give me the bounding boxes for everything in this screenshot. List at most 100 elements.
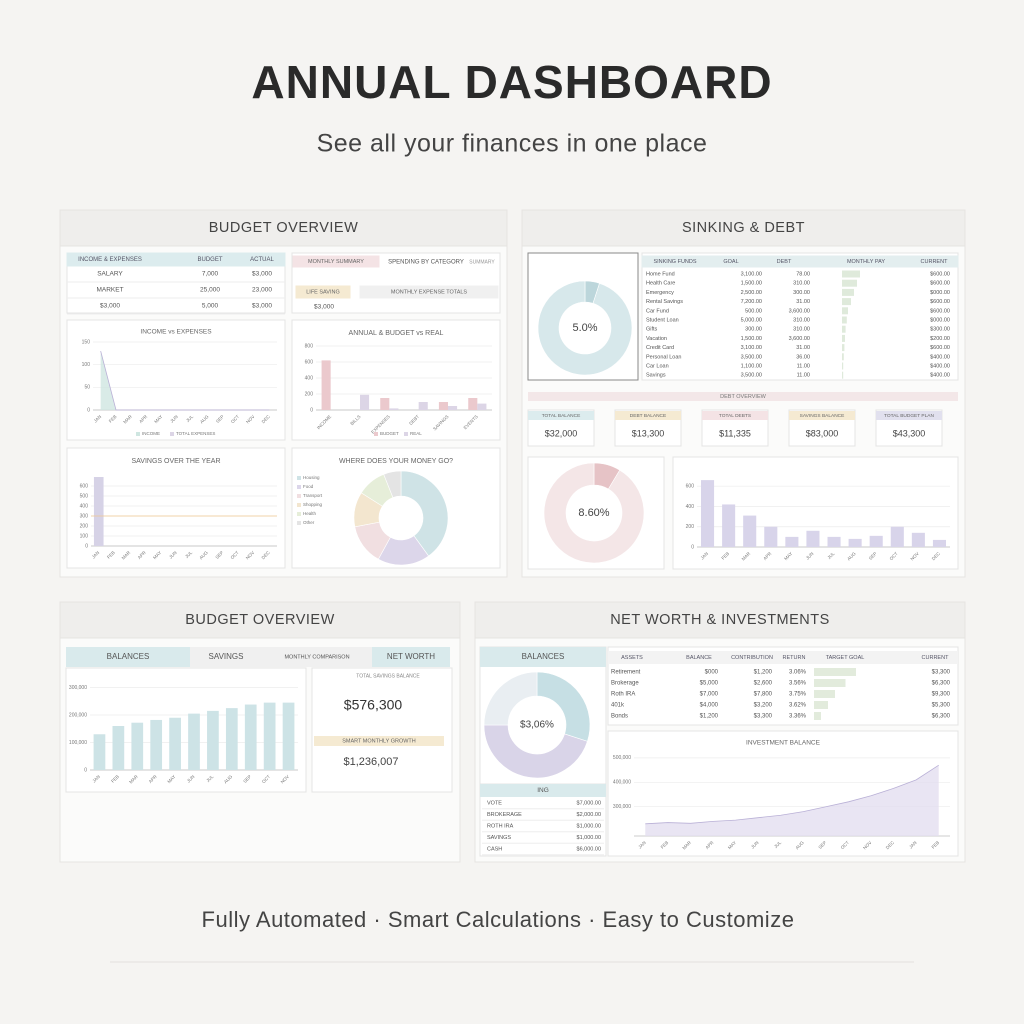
y-tick-label: 600 — [686, 484, 695, 490]
table-cell: 11.00 — [797, 373, 810, 379]
bar — [468, 398, 478, 410]
x-tick-label: NOV — [245, 414, 255, 424]
legend-label: TOTAL EXPENSES — [176, 431, 215, 436]
table-cell: $600.00 — [930, 271, 950, 277]
donut-label: 8.60% — [578, 507, 609, 519]
table-cell: $7,000 — [700, 692, 719, 698]
box-header — [789, 411, 855, 420]
x-tick-label: NOV — [245, 550, 255, 560]
bar — [93, 734, 106, 770]
stat-label: SMART MONTHLY GROWTH — [342, 738, 416, 744]
bar — [932, 539, 946, 547]
x-tick-label: MAR — [741, 550, 752, 561]
table-cell: 3.36% — [789, 714, 807, 720]
progress-bar — [842, 344, 845, 352]
table-header-cell: CONTRIBUTION — [731, 655, 773, 661]
bar — [188, 713, 200, 770]
progress-bar — [842, 371, 844, 379]
x-tick-label: JUL — [773, 840, 783, 850]
table-cell: Bonds — [611, 714, 628, 720]
legend-swatch — [297, 485, 301, 489]
donut-label: $3,06% — [520, 720, 554, 731]
filter-tag — [295, 285, 351, 299]
box-label: DEBT BALANCE — [630, 413, 666, 419]
x-tick-label: SEP — [817, 840, 827, 850]
panel-header — [59, 601, 461, 639]
table-cell: Car Fund — [646, 308, 669, 314]
table-cell: CASH — [487, 846, 502, 852]
box-value: $32,000 — [545, 428, 578, 438]
table-cell: 3.62% — [789, 703, 807, 709]
table-cell: 7,200.00 — [741, 299, 762, 305]
x-tick-label: JAN — [91, 550, 101, 560]
table-cell: $7,000.00 — [577, 800, 601, 806]
table-cell: $2,600 — [754, 681, 773, 687]
table-cell: 3,100.00 — [741, 271, 762, 277]
filter-value: $3,000 — [314, 304, 334, 311]
x-tick-label: FEB — [660, 840, 670, 850]
donut-segment — [483, 724, 588, 779]
x-tick-label: NOV — [862, 840, 872, 850]
x-tick-label: JUN — [805, 551, 815, 561]
table-cell: 3,100.00 — [741, 345, 762, 351]
x-tick-label: SEP — [868, 551, 878, 561]
box-label: TOTAL DEBTS — [719, 413, 751, 419]
chart-title: ANNUAL & BUDGET vs REAL — [349, 330, 444, 337]
y-tick-label: 0 — [85, 543, 88, 549]
table-cell: $400.00 — [930, 363, 950, 369]
donut-label: 5.0% — [572, 322, 597, 334]
x-tick-label: JUN — [168, 550, 178, 560]
x-tick-label: DEC — [261, 549, 272, 560]
table-cell: 31.00 — [796, 345, 810, 351]
y-tick-label: 300,000 — [69, 685, 87, 691]
legend-swatch — [297, 503, 301, 507]
table-cell: 3.75% — [789, 692, 807, 698]
x-tick-label: MAR — [128, 773, 139, 784]
bar — [848, 538, 862, 547]
x-tick-label: DEC — [885, 839, 896, 850]
card-title: BALANCES — [522, 652, 565, 661]
table-cell: BROKERAGE — [487, 812, 522, 818]
legend-label: REAL — [410, 431, 422, 436]
legend-label: Shopping — [303, 502, 323, 507]
legend-label: INCOME — [142, 431, 160, 436]
x-tick-label: FEB — [110, 774, 120, 784]
x-tick-label: NOV — [909, 551, 919, 561]
x-tick-label: OCT — [230, 550, 240, 560]
y-tick-label: 400 — [305, 375, 314, 381]
table-cell: $3,000 — [252, 271, 272, 278]
progress-bar — [814, 668, 856, 676]
table-cell: 23,000 — [252, 287, 272, 294]
progress-bar — [814, 701, 828, 709]
y-tick-label: 300,000 — [613, 804, 631, 810]
table-header-cell: GOAL — [723, 259, 738, 265]
tab — [372, 647, 450, 667]
x-tick-label: DEC — [261, 413, 272, 424]
box-header — [702, 411, 768, 420]
x-tick-label: AUG — [846, 551, 857, 562]
bar — [785, 536, 799, 547]
table-cell: Home Fund — [646, 271, 675, 277]
table-cell: ROTH IRA — [487, 823, 514, 829]
table-cell: $5,000 — [700, 681, 719, 687]
table-cell: Emergency — [646, 290, 674, 296]
panel-title: SINKING & DEBT — [682, 220, 805, 236]
filter-label: LIFE SAVING — [306, 289, 340, 295]
x-tick-label: AUG — [198, 550, 209, 561]
table-header-cell: DEBT — [777, 259, 792, 265]
x-tick-label: MAY — [727, 840, 737, 850]
table-cell: 300.00 — [793, 290, 810, 296]
bar — [112, 726, 125, 770]
table-header-cell: ACTUAL — [250, 257, 274, 263]
table-cell: $000 — [705, 670, 719, 676]
table-cell: $400.00 — [930, 373, 950, 379]
bar — [418, 402, 428, 410]
bar — [827, 536, 841, 547]
bar — [131, 722, 144, 770]
table-cell: $6,300 — [932, 681, 951, 687]
chart-title: SAVINGS OVER THE YEAR — [131, 458, 220, 465]
y-tick-label: 400 — [686, 504, 695, 510]
table-cell: 1,500.00 — [741, 336, 762, 342]
x-tick-label: NOV — [280, 774, 290, 784]
bar — [282, 702, 295, 770]
